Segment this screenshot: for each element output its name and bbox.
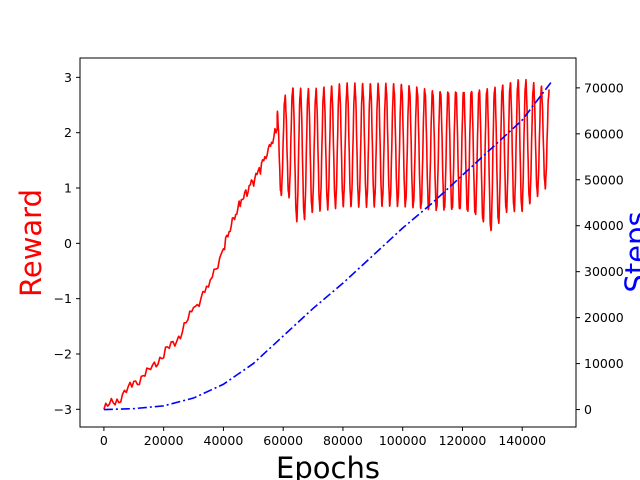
reward-series-line: [103, 78, 550, 410]
y-left-tick-label: 3: [64, 70, 72, 85]
x-tick-label: 20000: [144, 433, 184, 448]
y-left-tick-label: 0: [64, 236, 72, 251]
y-right-tick-label: 20000: [584, 310, 624, 325]
y-axis-left-label: Reward: [14, 189, 48, 297]
x-tick-label: 60000: [263, 433, 303, 448]
y-left-tick-label: −1: [54, 291, 72, 306]
y-axis-right: 0 10000 20000 30000 40000 50000 60000 70000: [576, 80, 624, 417]
x-tick-label: 140000: [498, 433, 546, 448]
x-axis-label: Epochs: [276, 451, 380, 480]
y-left-tick-label: 1: [64, 181, 72, 196]
x-tick-label: 120000: [439, 433, 487, 448]
y-right-tick-label: 0: [584, 402, 592, 417]
y-axis-left: −3 −2 −1 0 1 2 3: [54, 70, 80, 417]
y-right-tick-label: 50000: [584, 172, 624, 187]
y-right-tick-label: 10000: [584, 356, 624, 371]
series-layer: [103, 78, 553, 411]
x-tick-label: 100000: [379, 433, 427, 448]
steps-series-line: [103, 80, 553, 411]
x-tick-label: 0: [100, 433, 108, 448]
y-right-tick-label: 60000: [584, 126, 624, 141]
x-axis: 0 20000 40000 60000 80000 100000 120000 140000: [100, 427, 546, 448]
y-axis-right-label: Steps: [619, 211, 640, 292]
y-right-tick-label: 70000: [584, 80, 624, 95]
x-tick-label: 40000: [204, 433, 244, 448]
x-tick-label: 80000: [323, 433, 363, 448]
y-left-tick-label: −3: [54, 402, 72, 417]
y-right-tick-label: 30000: [584, 264, 624, 279]
plot-frame: [79, 57, 577, 428]
y-left-tick-label: −2: [54, 346, 72, 361]
y-left-tick-label: 2: [64, 125, 72, 140]
y-right-tick-label: 40000: [584, 218, 624, 233]
